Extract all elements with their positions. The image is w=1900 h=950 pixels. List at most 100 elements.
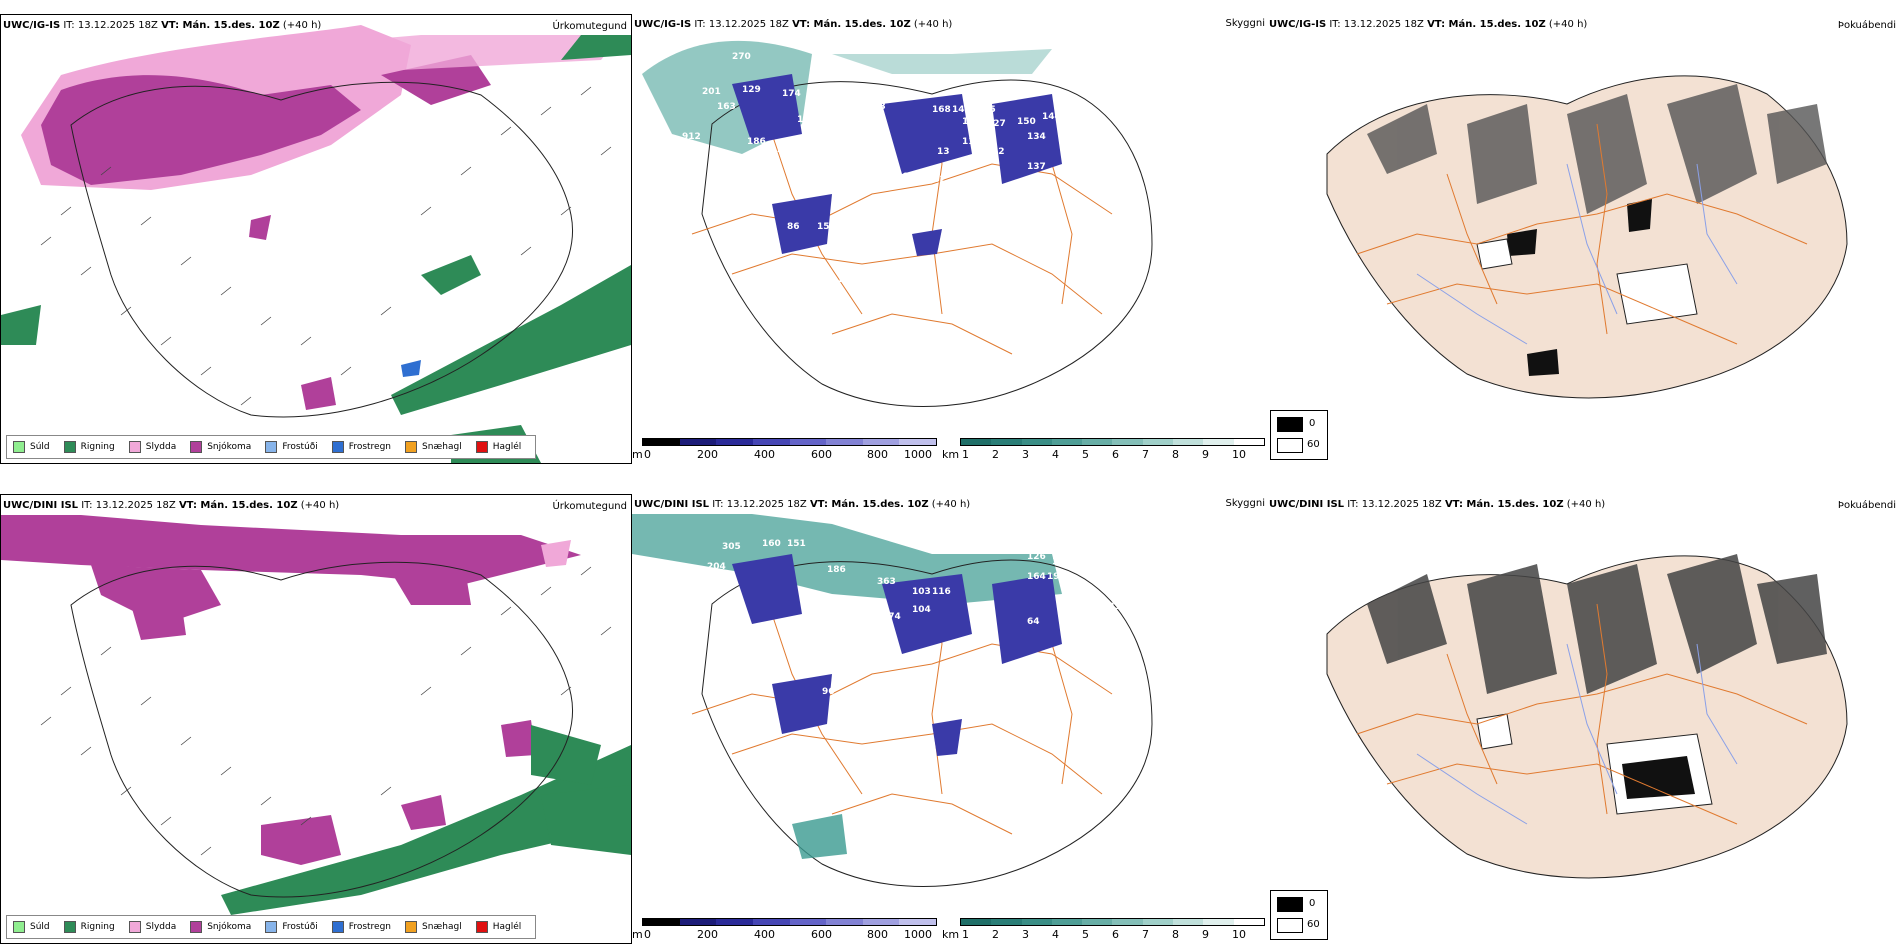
colorbar-tick: 1000 — [904, 928, 932, 941]
legend-swatch — [190, 921, 203, 933]
colorbar-tick: 400 — [754, 928, 775, 941]
legend-swatch — [475, 921, 488, 933]
init-time: IT: 13.12.2025 18Z — [712, 499, 807, 510]
legend-label: Súld — [30, 442, 50, 452]
fog-legend-label: 0 — [1309, 418, 1316, 429]
legend-label: Snæhagl — [422, 922, 462, 932]
colorbar-tick: 3 — [1022, 928, 1029, 941]
legend-label: Frostúði — [282, 922, 318, 932]
legend-item-rigning: Rigning — [63, 441, 115, 453]
visibility-value-label: 86 — [787, 222, 800, 232]
legend-label: Slydda — [145, 922, 177, 932]
colorbar-tick: 10 — [1232, 448, 1246, 461]
visibility-value-label: 174 — [962, 117, 981, 127]
visibility-value-label: 80 — [892, 699, 905, 709]
precip-map — [1, 25, 631, 463]
legend-label: Haglél — [492, 922, 522, 932]
fog-legend-swatch-dark — [1277, 417, 1303, 432]
visibility-value-label: 176 — [1052, 557, 1071, 567]
colorbar-tick: 9 — [1202, 448, 1209, 461]
colorbar-ramp — [642, 918, 937, 926]
legend-label: Snjókoma — [207, 442, 252, 452]
fog-index-panel-row1: UWC/IG-IS IT: 13.12.2025 18Z VT: Mán. 15… — [1267, 14, 1900, 464]
visibility-value-label: 186 — [827, 565, 846, 575]
legend-item-suld: Súld — [13, 921, 50, 933]
visibility-value-label: 160 — [762, 539, 781, 549]
visibility-value-label: 134 — [1027, 132, 1046, 142]
visibility-value-label: 75 — [807, 172, 820, 182]
colorbar-tick: 3 — [1022, 448, 1029, 461]
colorbar-tick: 8 — [1172, 928, 1179, 941]
visibility-colorbar: km 1 2 3 4 5 6 7 8 9 10 — [942, 918, 1267, 944]
colorbar-tick: 600 — [811, 928, 832, 941]
colorbar-tick: 1000 — [904, 448, 932, 461]
legend-item-hagel: Haglél — [475, 921, 522, 933]
legend-item-snaehagl: Snæhagl — [405, 921, 462, 933]
legend-swatch — [331, 441, 344, 453]
legend-label: Frostregn — [348, 442, 392, 452]
colorbar-tick: 7 — [1142, 928, 1149, 941]
lead-time: (+40 h) — [1548, 19, 1588, 30]
lead-time: (+40 h) — [913, 19, 953, 30]
colorbar-tick: 200 — [697, 448, 718, 461]
panel-title: Þokuábendi — [1837, 500, 1896, 511]
legend-swatch — [265, 441, 278, 453]
visibility-value-label: 96 — [822, 687, 835, 697]
visibility-value-label: 65 — [742, 717, 755, 727]
colorbar-tick: 7 — [1142, 448, 1149, 461]
visibility-value-label: 363 — [877, 577, 896, 587]
ceiling-colorbar: m 0 200 400 600 800 1000 — [632, 438, 937, 464]
legend-item-rigning: Rigning — [63, 921, 115, 933]
lead-time: (+40 h) — [300, 500, 340, 511]
visibility-value-label: 145 — [952, 105, 971, 115]
panel-title: Úrkomutegund — [552, 501, 627, 512]
visibility-value-label: 205 — [862, 112, 881, 122]
fog-legend: 0 60 — [1270, 890, 1328, 940]
lead-time: (+40 h) — [931, 499, 971, 510]
visibility-value-label: 270 — [732, 52, 751, 62]
fog-map — [1326, 75, 1848, 399]
colorbar-tick: 2 — [992, 928, 999, 941]
visibility-value-label: 151 — [817, 222, 836, 232]
visibility-value-label: 151 — [787, 539, 806, 549]
panel-header: UWC/IG-IS IT: 13.12.2025 18Z VT: Mán. 15… — [634, 19, 1265, 35]
legend-label: Frostúði — [282, 442, 318, 452]
colorbar-tick: 4 — [1052, 928, 1059, 941]
fog-legend-label: 0 — [1309, 898, 1316, 909]
init-time: IT: 13.12.2025 18Z — [81, 500, 176, 511]
ceiling-colorbar: m 0 200 400 600 800 1000 — [632, 918, 937, 944]
init-time: IT: 13.12.2025 18Z — [1329, 19, 1424, 30]
valid-time: VT: Mán. 15.des. 10Z — [178, 500, 298, 511]
visibility-value-label: 133 — [1102, 602, 1121, 612]
precip-type-panel-row2: UWC/DINI ISL IT: 13.12.2025 18Z VT: Mán.… — [0, 494, 632, 944]
panel-title: Úrkomutegund — [552, 21, 627, 32]
visibility-value-label: 96 — [1072, 125, 1085, 135]
legend-swatch — [331, 921, 344, 933]
colorbar-tick: 0 — [644, 928, 651, 941]
legend-item-hagel: Haglél — [475, 441, 521, 453]
colorbar-tick: 2 — [992, 448, 999, 461]
panel-header: UWC/IG-IS IT: 13.12.2025 18Z VT: Mán. 15… — [1269, 19, 1898, 35]
visibility-value-label: 65 — [902, 172, 915, 182]
panel-header: UWC/DINI ISL IT: 13.12.2025 18Z VT: Mán.… — [1269, 499, 1898, 515]
legend-label: Slydda — [145, 442, 177, 452]
visibility-value-label: 126 — [1027, 552, 1046, 562]
panel-header: UWC/IG-IS IT: 13.12.2025 18Z VT: Mán. 15… — [3, 20, 629, 36]
legend-swatch — [190, 441, 203, 453]
colorbar-tick: 6 — [1112, 928, 1119, 941]
visibility-value-label: 80 — [832, 237, 845, 247]
legend-swatch — [405, 441, 418, 453]
visibility-value-label: 129 — [742, 85, 761, 95]
colorbar-unit: km — [942, 928, 960, 941]
precip-legend: Súld Rigning Slydda Snjókoma Frostúði Fr… — [6, 435, 537, 459]
valid-time: VT: Mán. 15.des. 10Z — [1427, 19, 1546, 30]
valid-time: VT: Mán. 15.des. 10Z — [792, 19, 911, 30]
colorbar-unit: km — [942, 448, 960, 461]
colorbar-tick: 1 — [962, 928, 969, 941]
legend-label: Snæhagl — [422, 442, 462, 452]
visibility-value-label: 116 — [932, 587, 951, 597]
visibility-value-label: 203 — [867, 102, 886, 112]
legend-swatch — [265, 921, 278, 933]
